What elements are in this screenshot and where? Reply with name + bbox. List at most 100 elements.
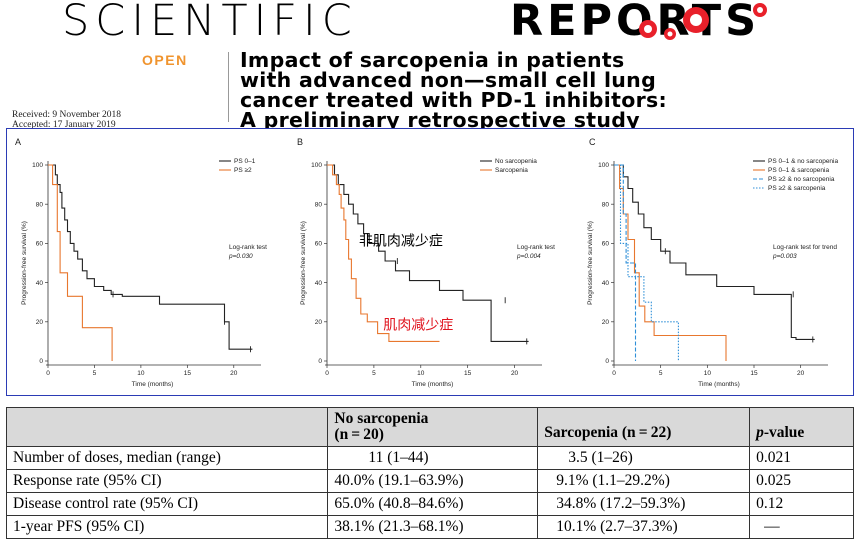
y-tick-label: 0 xyxy=(605,358,609,365)
x-tick-label: 10 xyxy=(704,370,712,377)
y-tick-label: 0 xyxy=(318,358,322,365)
km-curve-2 xyxy=(614,164,727,361)
header-divider xyxy=(228,52,229,122)
open-access-label: OPEN xyxy=(142,52,188,68)
legend-label: PS ≥2 & no sarcopenia xyxy=(768,176,835,183)
title-line: Impact of sarcopenia in patients xyxy=(240,48,625,72)
logrank-label: Log-rank test xyxy=(229,244,267,251)
x-tick-label: 0 xyxy=(46,370,50,377)
y-tick-label: 80 xyxy=(315,201,323,208)
x-tick-label: 20 xyxy=(797,370,805,377)
km-curve-2 xyxy=(48,164,113,361)
table-row: Disease control rate (95% CI) 65.0% (40.… xyxy=(5,492,854,516)
km-curve-3 xyxy=(614,164,637,361)
cell-sarcopenia: 9.1% (1.1–29.2%) xyxy=(537,469,751,493)
x-tick-label: 15 xyxy=(464,370,472,377)
cell-sarcopenia: 3.5 (1–26) xyxy=(537,446,751,470)
header-line: (n = 20) xyxy=(334,426,384,443)
table-row: 1-year PFS (95% CI) 38.1% (21.3–68.1%) 1… xyxy=(5,515,854,539)
cell-p-value: 0.025 xyxy=(749,469,854,493)
header-line: No sarcopenia xyxy=(334,410,429,427)
journal-name-right: REPORTS xyxy=(510,0,761,46)
x-tick-label: 10 xyxy=(137,370,145,377)
cell-no-sarcopenia: 40.0% (19.1–63.9%) xyxy=(327,469,539,493)
cell-p-value: 0.021 xyxy=(749,446,854,470)
logrank-label: Log-rank test for trend xyxy=(773,244,837,251)
y-tick-label: 40 xyxy=(602,280,610,287)
title-line: with advanced non—small cell lung xyxy=(240,68,657,92)
legend-label: PS ≥2 & sarcopenia xyxy=(768,185,826,192)
header-text: Sarcopenia (n = 22) xyxy=(544,424,672,441)
x-tick-label: 5 xyxy=(659,370,663,377)
legend-label: PS 0–1 & sarcopenia xyxy=(768,167,829,174)
table-row: Response rate (95% CI) 40.0% (19.1–63.9%… xyxy=(5,469,854,493)
table-header-blank xyxy=(5,407,329,447)
km-panel-b: B 0 20 40 60 80 100 0 5 10 15 20 Time (months) Progre… xyxy=(297,137,555,388)
accepted-date: Accepted: 17 January 2019 xyxy=(12,120,116,130)
km-curve-1 xyxy=(48,164,253,350)
legend-label: Sarcopenia xyxy=(495,167,528,174)
x-tick-label: 10 xyxy=(417,370,425,377)
y-tick-label: 60 xyxy=(315,241,323,248)
y-tick-label: 20 xyxy=(36,319,44,326)
journal-gear-logo xyxy=(639,3,767,40)
title-line: A preliminary retrospective study xyxy=(240,108,640,132)
table-header-p-value: p-value xyxy=(749,407,854,447)
x-axis-label: Time (months) xyxy=(412,381,454,388)
km-curve-2 xyxy=(327,164,440,342)
row-label: 1-year PFS (95% CI) xyxy=(5,515,329,539)
legend-label: PS 0–1 xyxy=(234,158,256,165)
row-label: Disease control rate (95% CI) xyxy=(5,492,329,516)
table-header-no-sarcopenia: No sarcopenia (n = 20) xyxy=(327,407,539,447)
cell-sarcopenia: 34.8% (17.2–59.3%) xyxy=(537,492,751,516)
y-tick-label: 100 xyxy=(32,162,43,169)
title-line: cancer treated with PD-1 inhibitors: xyxy=(240,88,668,112)
row-label: Response rate (95% CI) xyxy=(5,469,329,493)
y-tick-label: 20 xyxy=(602,319,610,326)
logrank-p-value: p=0.003 xyxy=(772,253,797,260)
cell-sarcopenia: 10.1% (2.7–37.3%) xyxy=(537,515,751,539)
y-tick-label: 60 xyxy=(602,241,610,248)
table-header-row: No sarcopenia (n = 20) Sarcopenia (n = 2… xyxy=(5,407,854,447)
y-tick-label: 40 xyxy=(36,280,44,287)
legend-label: No sarcopenia xyxy=(495,158,537,165)
received-date: Received: 9 November 2018 xyxy=(12,110,121,120)
km-panel-c: C 0 20 40 60 80 100 0 5 10 15 20 Time (months) Progre… xyxy=(587,137,838,388)
km-curve-1 xyxy=(327,164,529,342)
cell-no-sarcopenia: 11 (1–44) xyxy=(327,446,539,470)
y-tick-label: 60 xyxy=(36,241,44,248)
overlay-label-2: 肌肉减少症 xyxy=(383,318,453,334)
table-header-sarcopenia: Sarcopenia (n = 22) xyxy=(537,407,751,447)
km-curve-4 xyxy=(614,164,679,361)
panel-letter: C xyxy=(589,137,596,147)
x-tick-label: 20 xyxy=(230,370,238,377)
x-tick-label: 0 xyxy=(612,370,616,377)
legend-label: PS ≥2 xyxy=(234,167,252,174)
x-axis-label: Time (months) xyxy=(132,381,174,388)
km-figure: A 0 20 40 60 80 100 0 5 10 15 20 Time (months) Progre… xyxy=(6,128,854,396)
header-p-italic: p xyxy=(756,424,764,441)
cell-p-value: 0.12 xyxy=(749,492,854,516)
header-p-rest: -value xyxy=(763,424,805,441)
km-panel-a: A 0 20 40 60 80 100 0 5 10 15 20 Time (months) Progre… xyxy=(15,137,267,388)
legend-label: PS 0–1 & no sarcopenia xyxy=(768,158,838,165)
cell-p-value: — xyxy=(749,515,854,539)
logrank-p-value: p=0.030 xyxy=(228,253,253,260)
y-axis-label: Progression-free survival (%) xyxy=(21,221,28,305)
logrank-p-value: p=0.004 xyxy=(516,253,541,260)
y-tick-label: 0 xyxy=(39,358,43,365)
y-tick-label: 80 xyxy=(36,201,44,208)
y-tick-label: 100 xyxy=(311,162,322,169)
logrank-label: Log-rank test xyxy=(517,244,555,251)
x-tick-label: 0 xyxy=(325,370,329,377)
panel-letter: B xyxy=(297,137,303,147)
panel-letter: A xyxy=(15,137,21,147)
cell-no-sarcopenia: 38.1% (21.3–68.1%) xyxy=(327,515,539,539)
y-tick-label: 20 xyxy=(315,319,323,326)
cell-no-sarcopenia: 65.0% (40.8–84.6%) xyxy=(327,492,539,516)
y-axis-label: Progression-free survival (%) xyxy=(300,221,307,305)
x-tick-label: 20 xyxy=(511,370,519,377)
x-axis-label: Time (months) xyxy=(698,381,740,388)
x-tick-label: 15 xyxy=(750,370,758,377)
